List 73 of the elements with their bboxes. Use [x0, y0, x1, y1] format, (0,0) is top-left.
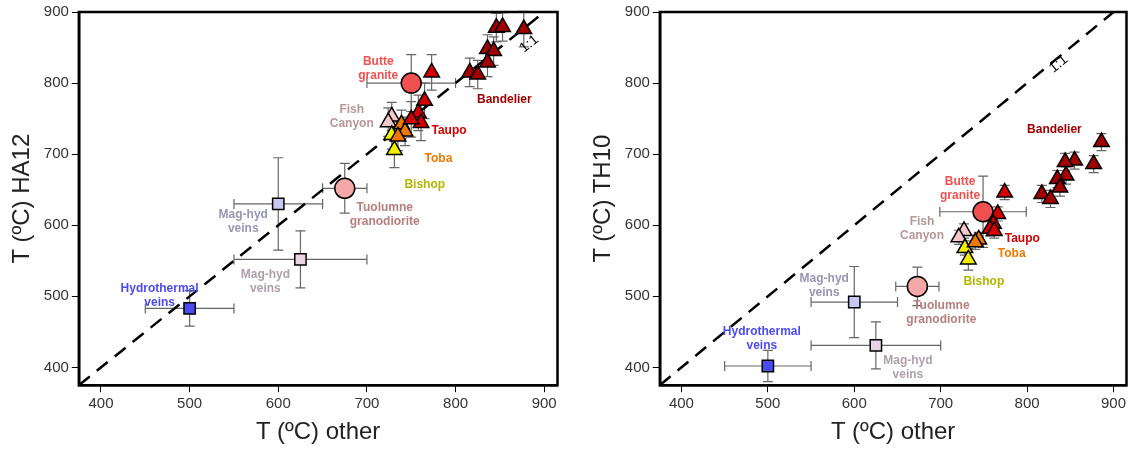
- series-label: Hydrothermal veins: [120, 280, 199, 309]
- x-tick-label: 600: [265, 394, 291, 412]
- point: [478, 52, 497, 68]
- series-label: Mag-hyd veins: [218, 207, 268, 236]
- series-label: Fish Canyon: [900, 214, 945, 243]
- series-label: Butte granite: [358, 54, 399, 83]
- point: [1092, 132, 1110, 148]
- series-label: Mag-hyd veins: [240, 266, 291, 295]
- x-tick-label: 500: [755, 394, 781, 412]
- point: [1085, 154, 1103, 170]
- point: [761, 359, 775, 373]
- point: [415, 91, 434, 107]
- point: [869, 338, 883, 352]
- point: [906, 275, 929, 298]
- y-tick-label: 800: [624, 73, 650, 91]
- x-tick-label: 900: [531, 394, 557, 412]
- point: [389, 126, 407, 142]
- series-label: Toba: [997, 245, 1026, 260]
- y-tick-label: 800: [43, 73, 69, 91]
- y-tick-label: 500: [43, 286, 69, 304]
- x-tick-label: 800: [1014, 394, 1040, 412]
- series-label: Butte granite: [940, 174, 981, 203]
- point: [485, 41, 503, 57]
- series-label: Tuolumne granodiorite: [906, 297, 977, 326]
- series-label: Taupo: [1004, 231, 1040, 246]
- point: [847, 295, 861, 309]
- point: [334, 177, 356, 200]
- y-axis-title: T (ºC) HA12: [7, 133, 35, 264]
- x-tick-label: 400: [88, 394, 114, 412]
- point: [271, 197, 285, 211]
- x-axis-title: T (ºC) other: [830, 417, 956, 445]
- series-label: Fish Canyon: [329, 101, 374, 130]
- point: [385, 140, 403, 156]
- point: [423, 62, 441, 78]
- x-tick-label: 500: [177, 394, 203, 412]
- y-tick-label: 600: [624, 215, 650, 233]
- point: [294, 252, 307, 266]
- series-label: Toba: [424, 150, 453, 165]
- point: [469, 64, 487, 80]
- point: [959, 249, 977, 265]
- series-label: Hydrothermal veins: [722, 324, 801, 353]
- series-label: Bishop: [404, 177, 446, 192]
- x-tick-label: 700: [928, 394, 954, 412]
- series-label: Mag-hyd veins: [799, 271, 849, 300]
- text: 1:1: [515, 30, 542, 56]
- point: [402, 109, 420, 125]
- y-tick-label: 700: [43, 144, 69, 162]
- series-label: Bishop: [963, 274, 1005, 289]
- point: [1041, 189, 1059, 205]
- x-tick-label: 400: [668, 394, 694, 412]
- series-label: Bandelier: [476, 91, 533, 106]
- series-label: Mag-hyd veins: [883, 352, 933, 381]
- y-tick-label: 700: [624, 144, 650, 162]
- point: [1051, 177, 1069, 193]
- point: [379, 112, 397, 128]
- series-label: Tuolumne granodiorite: [349, 199, 421, 228]
- y-tick-label: 500: [624, 286, 650, 304]
- x-axis-title: T (ºC) other: [255, 417, 381, 445]
- y-axis-title: T (ºC) TH10: [588, 134, 616, 263]
- point: [515, 19, 533, 35]
- x-tick-label: 900: [1101, 394, 1127, 412]
- x-tick-label: 700: [354, 394, 380, 412]
- series-label: Bandelier: [1027, 122, 1083, 137]
- y-tick-label: 900: [624, 2, 650, 20]
- y-tick-label: 600: [43, 215, 69, 233]
- point: [1056, 152, 1074, 168]
- x-tick-label: 800: [443, 394, 469, 412]
- point: [183, 302, 197, 315]
- y-tick-label: 400: [43, 357, 69, 375]
- y-tick-label: 900: [43, 2, 69, 20]
- series-label: Taupo: [431, 123, 467, 138]
- x-tick-label: 600: [841, 394, 867, 412]
- y-tick-label: 400: [624, 357, 650, 375]
